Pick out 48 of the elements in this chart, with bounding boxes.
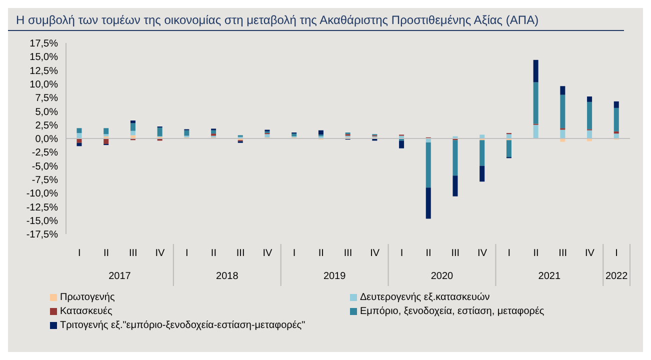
x-tick-label: I xyxy=(400,248,404,259)
legend-label: Δευτερογενής εξ.κατασκευών xyxy=(360,292,490,303)
x-tick-label: III xyxy=(558,248,568,259)
x-tick-label: III xyxy=(344,248,352,259)
y-tick-label: -10,0% xyxy=(26,188,58,200)
text: 2022 xyxy=(605,271,628,282)
x-tick-label: II xyxy=(104,248,110,259)
y-tick-label: 2,5% xyxy=(35,120,58,132)
y-tick-label: -5,0% xyxy=(32,161,58,172)
text: 2017 xyxy=(108,271,132,282)
y-tick-label: 12,5% xyxy=(30,66,58,77)
text: 2021 xyxy=(538,271,561,282)
x-tick-label: IV xyxy=(584,248,595,259)
y-tick-label: -7,5% xyxy=(32,174,58,186)
y-tick-label: 7,5% xyxy=(35,93,58,104)
y-tick-label: -15,0% xyxy=(26,216,58,227)
y-tick-label: 15,0% xyxy=(30,52,58,64)
legend-label: Πρωτογενής xyxy=(60,292,115,303)
legend-label: Κατασκευές xyxy=(60,306,112,317)
legend-label: Τριτογενής εξ."εμπόριο-ξενοδοχεία-εστίαση-μεταφορές" xyxy=(60,320,306,331)
x-tick-label: IV xyxy=(478,248,488,259)
y-tick-label: 17,5% xyxy=(30,38,58,50)
text: 2019 xyxy=(323,271,346,282)
x-tick-label: I xyxy=(508,248,511,259)
x-tick-label: I xyxy=(78,248,81,259)
x-tick-label: III xyxy=(128,248,138,259)
y-tick-label: 5,0% xyxy=(35,106,58,118)
y-tick-label: -2,5% xyxy=(32,148,58,159)
x-tick-label: I xyxy=(185,248,188,259)
y-tick-label: -17,5% xyxy=(26,230,58,241)
y-tick-label: -12,5% xyxy=(26,202,58,214)
x-tick-label: IV xyxy=(370,248,380,259)
x-tick-label: IV xyxy=(262,248,272,259)
x-tick-label: III xyxy=(451,248,460,259)
text: 2018 xyxy=(216,271,239,282)
y-tick-label: 10,0% xyxy=(30,79,58,90)
y-tick-label: 0,0% xyxy=(35,134,58,146)
x-tick-label: II xyxy=(210,248,216,259)
x-tick-label: IV xyxy=(155,248,166,259)
x-tick-label: II xyxy=(318,248,324,259)
x-tick-label: III xyxy=(236,248,245,259)
x-tick-label: I xyxy=(615,248,618,259)
legend-label: Εμπόριο, ξενοδοχεία, εστίαση, μεταφορές xyxy=(360,306,544,317)
x-tick-label: II xyxy=(533,248,539,259)
text: 2020 xyxy=(430,271,454,282)
chart-title: Η συμβολή των τομέων της οικονομίας στη μεταβολή της Ακαθάριστης Προστιθεμένης Αξίας (ΑΠΑ) xyxy=(8,8,624,31)
x-tick-label: I xyxy=(292,248,296,259)
x-tick-label: II xyxy=(426,248,432,259)
